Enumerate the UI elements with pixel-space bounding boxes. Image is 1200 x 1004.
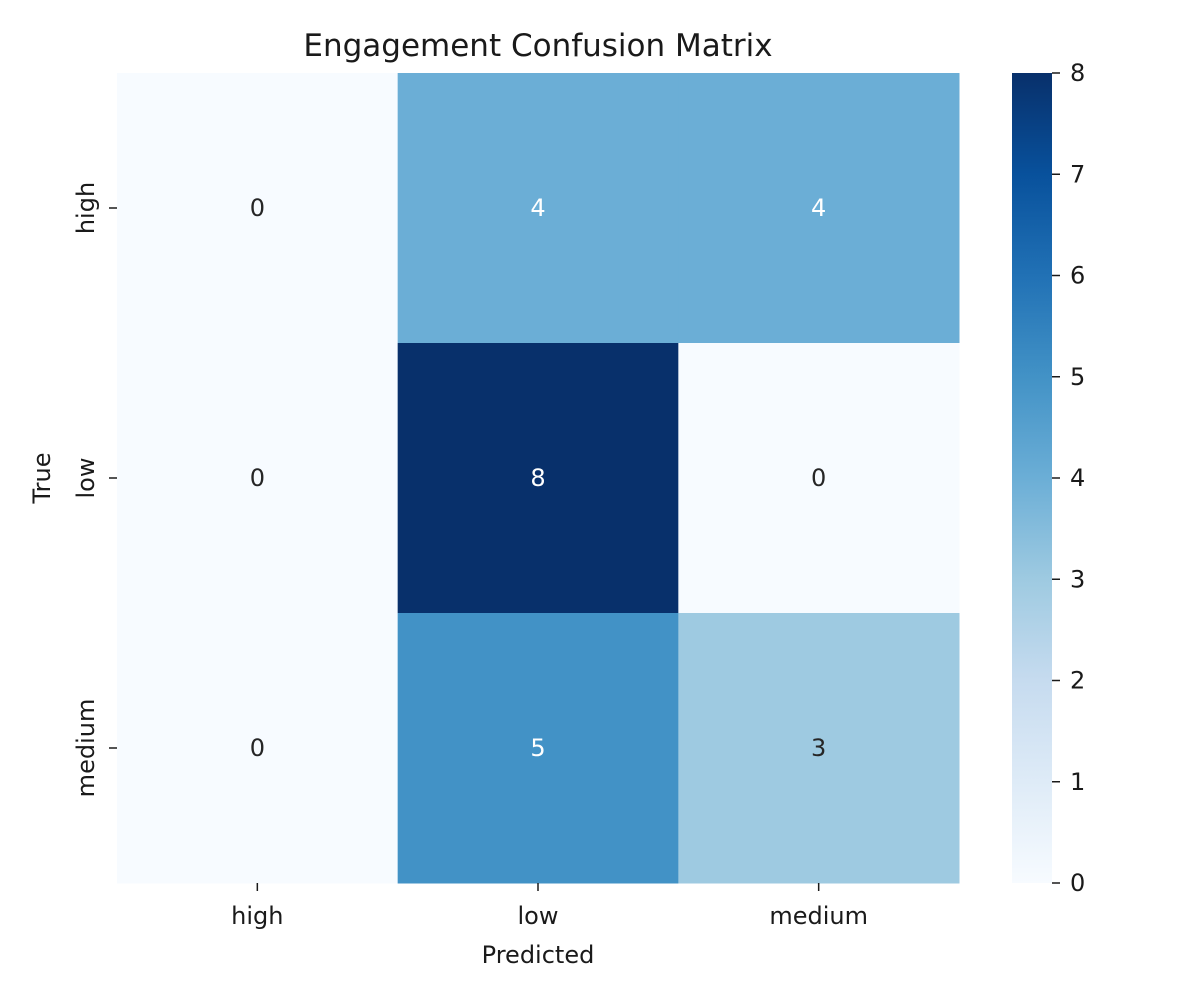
chart-title: Engagement Confusion Matrix (303, 28, 772, 64)
heatmap-cell-0-2 (678, 73, 960, 344)
heatmap-cell-label-0-1: 4 (530, 194, 545, 222)
heatmap-cell-label-1-2: 0 (811, 464, 826, 492)
colorbar-ticks: 0 1 2 3 4 5 6 7 8 (1052, 59, 1085, 897)
heatmap-cell-label-0-0: 0 (250, 194, 265, 222)
heatmap-cell-label-0-2: 4 (811, 194, 826, 222)
y-tick-label-low: low (72, 458, 100, 499)
colorbar-tick-label-3: 3 (1070, 565, 1085, 593)
x-tick-label-medium: medium (769, 902, 868, 930)
heatmap-cell-0-0 (117, 73, 399, 344)
x-axis-ticks: high low medium (231, 883, 868, 930)
heatmap-cell-label-2-2: 3 (811, 734, 826, 762)
colorbar-tick-label-2: 2 (1070, 667, 1085, 695)
colorbar-tick-label-4: 4 (1070, 464, 1085, 492)
heatmap-cell-1-1 (397, 343, 679, 614)
heatmap-cell-label-2-0: 0 (250, 734, 265, 762)
heatmap-cells (117, 73, 960, 884)
colorbar: 0 1 2 3 4 5 6 7 8 (1012, 59, 1085, 897)
y-axis-label: True (28, 453, 56, 505)
colorbar-tick-label-0: 0 (1070, 869, 1085, 897)
heatmap-cell-1-2 (678, 343, 960, 614)
x-tick-label-low: low (518, 902, 559, 930)
heatmap-cell-1-0 (117, 343, 399, 614)
heatmap-cell-2-2 (678, 613, 960, 884)
y-tick-label-medium: medium (72, 699, 100, 798)
colorbar-gradient (1012, 73, 1052, 883)
colorbar-tick-label-1: 1 (1070, 768, 1085, 796)
y-axis-ticks: high low medium (72, 182, 117, 797)
heatmap-cell-label-2-1: 5 (530, 734, 545, 762)
y-tick-label-high: high (72, 182, 100, 234)
x-axis-label: Predicted (482, 941, 595, 969)
colorbar-tick-label-7: 7 (1070, 160, 1085, 188)
heatmap-cell-labels: 0 4 4 0 8 0 0 5 3 (250, 194, 827, 762)
heatmap-cell-label-1-1: 8 (530, 464, 545, 492)
heatmap-cell-label-1-0: 0 (250, 464, 265, 492)
x-tick-label-high: high (231, 902, 283, 930)
heatmap-cell-0-1 (397, 73, 679, 344)
colorbar-tick-label-5: 5 (1070, 363, 1085, 391)
colorbar-tick-label-8: 8 (1070, 59, 1085, 87)
heatmap-cell-2-0 (117, 613, 399, 884)
colorbar-tick-label-6: 6 (1070, 262, 1085, 290)
heatmap-cell-2-1 (397, 613, 679, 884)
